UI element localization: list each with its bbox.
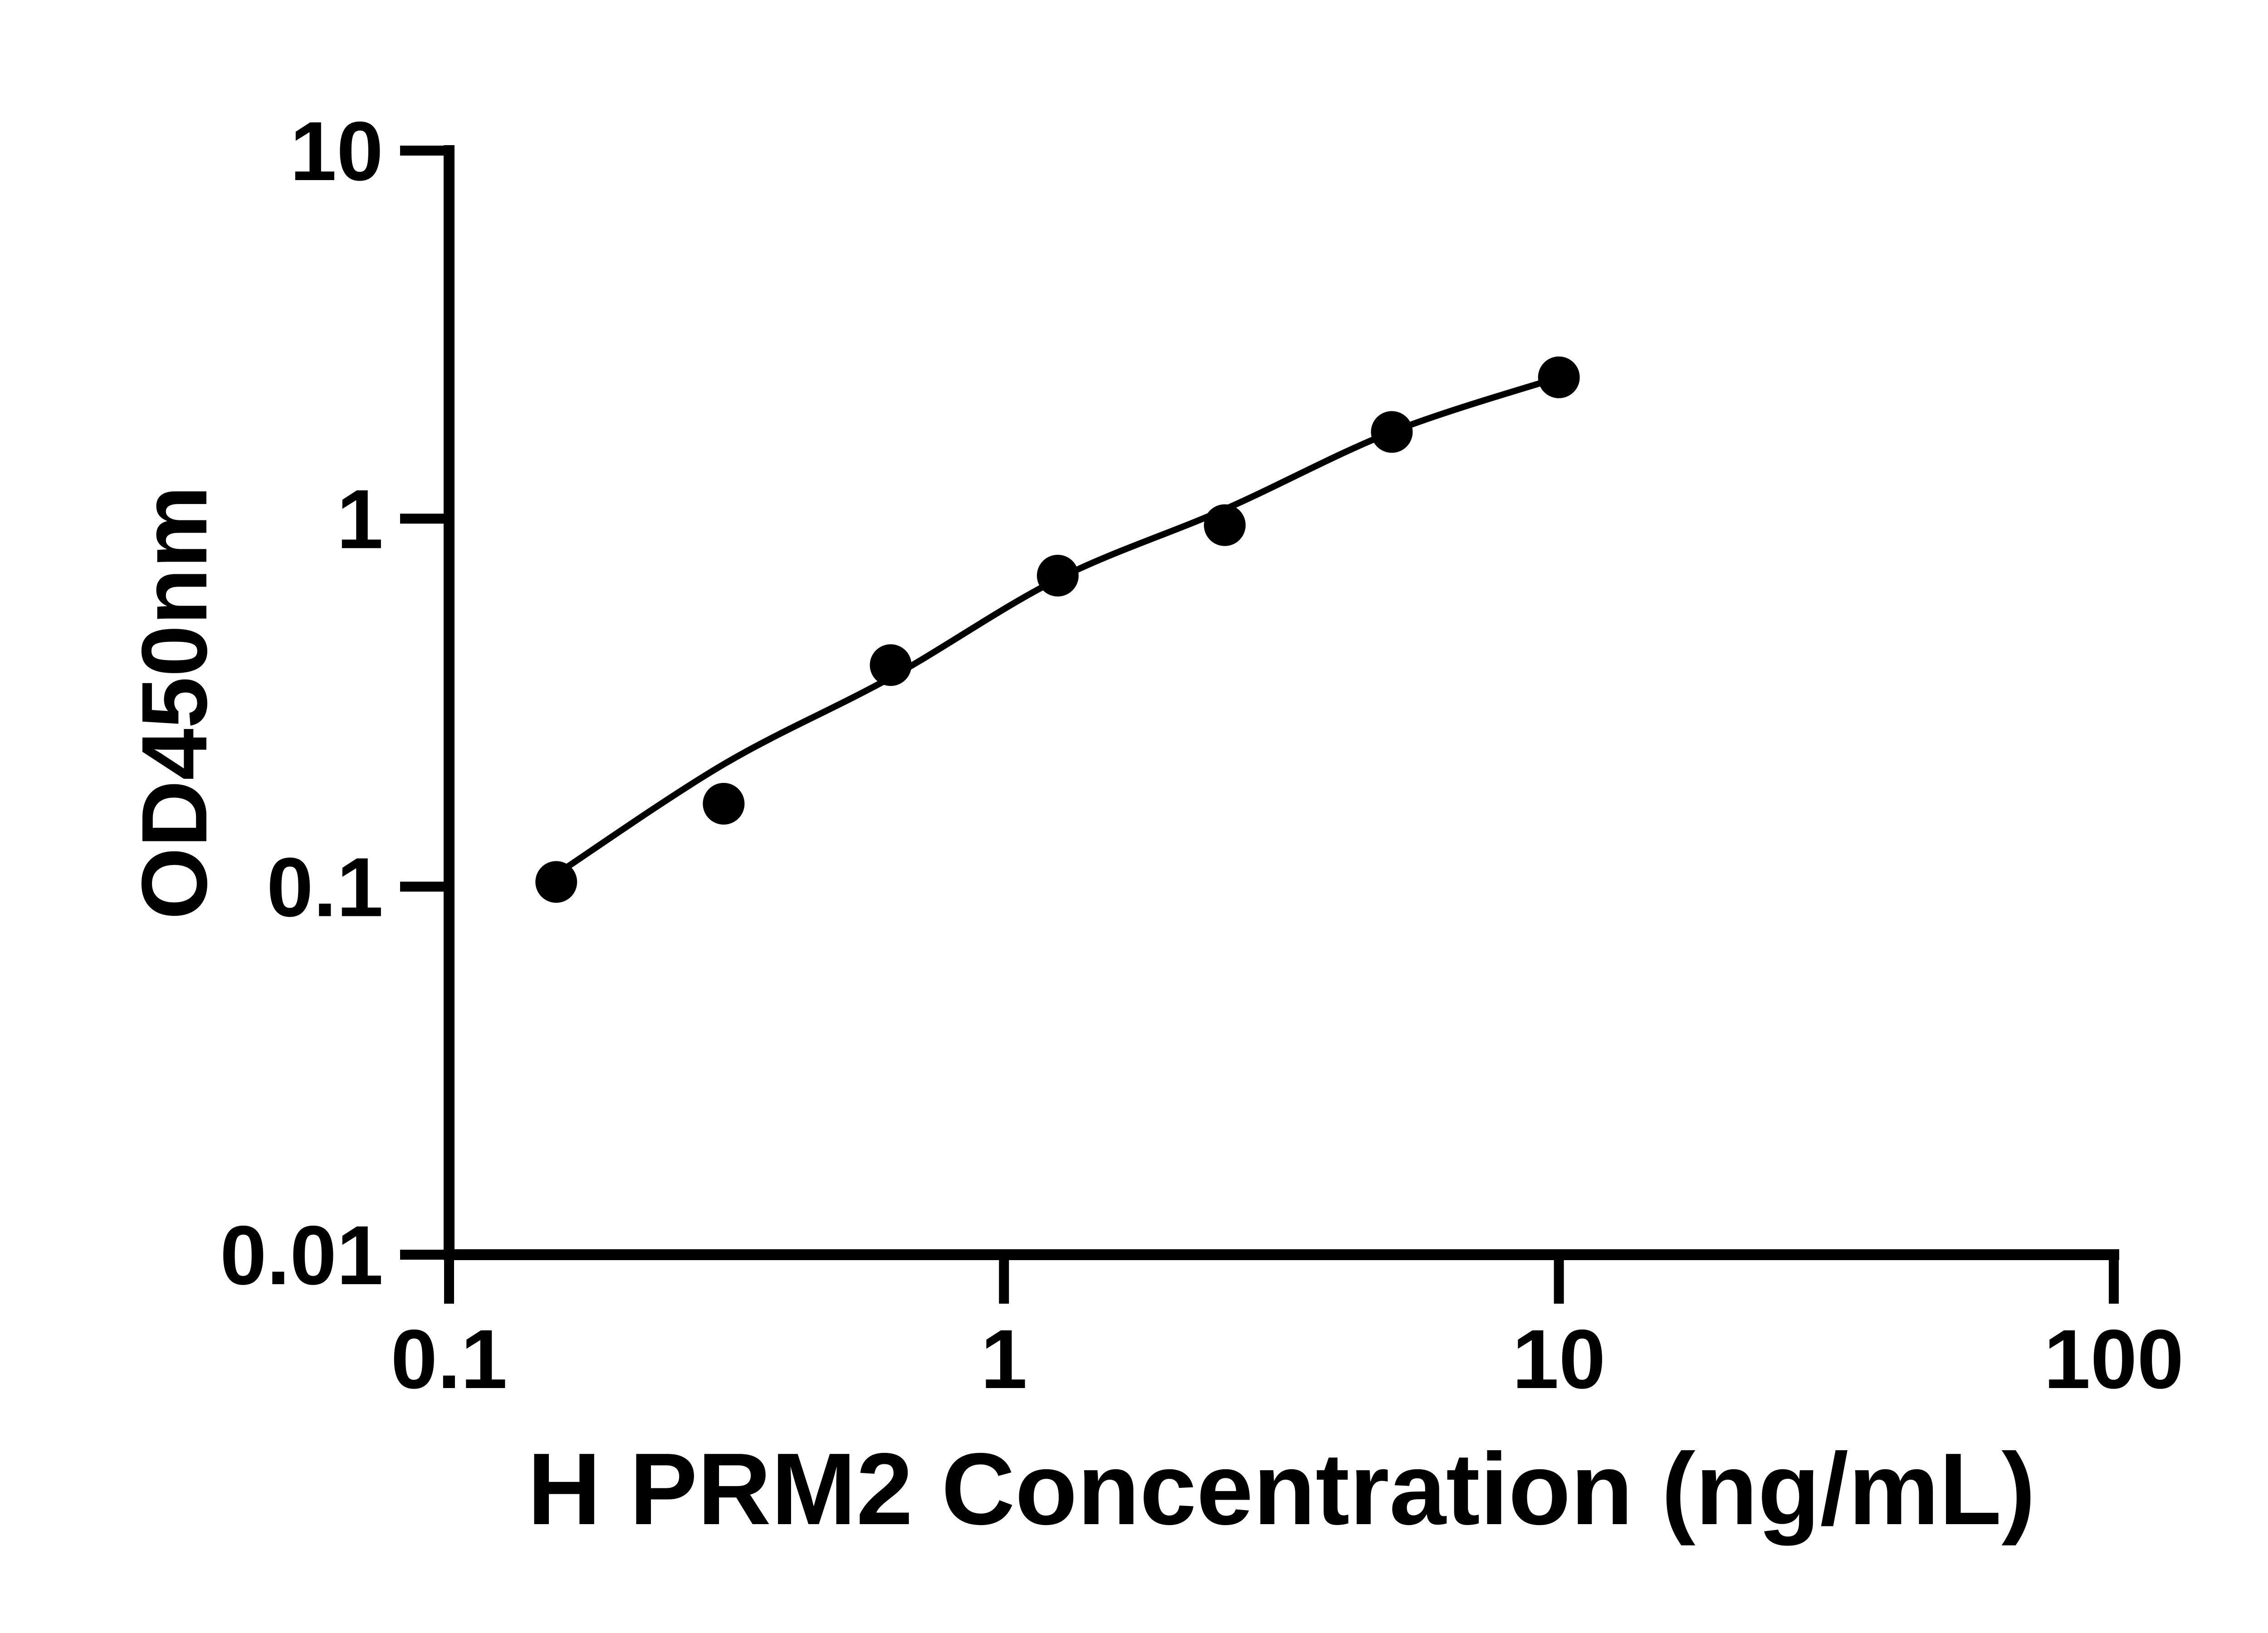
data-point (1204, 504, 1246, 546)
y-tick-label: 0.1 (267, 841, 383, 934)
data-point (703, 782, 745, 825)
x-tick-label: 1 (981, 1313, 1027, 1406)
x-axis-title: H PRM2 Concentration (ng/mL) (528, 1432, 2036, 1546)
y-tick-label: 10 (290, 105, 383, 198)
y-axis-title: OD450nm (122, 485, 226, 919)
data-point (1371, 411, 1413, 453)
y-tick-label: 0.01 (220, 1209, 383, 1302)
x-axis-ticks: 0.1 1 10 100 (391, 1255, 2184, 1406)
axes (444, 145, 2119, 1260)
y-tick-label: 1 (337, 473, 383, 566)
data-point (1036, 555, 1079, 596)
data-point (1538, 356, 1580, 398)
x-tick-label: 100 (2044, 1313, 2184, 1406)
x-tick-label: 10 (1512, 1313, 1606, 1406)
plot-area (535, 356, 1580, 903)
x-tick-label: 0.1 (391, 1313, 507, 1406)
data-point (870, 644, 912, 686)
data-point (535, 861, 577, 903)
y-axis-ticks: 10 1 0.1 0.01 (220, 105, 449, 1302)
